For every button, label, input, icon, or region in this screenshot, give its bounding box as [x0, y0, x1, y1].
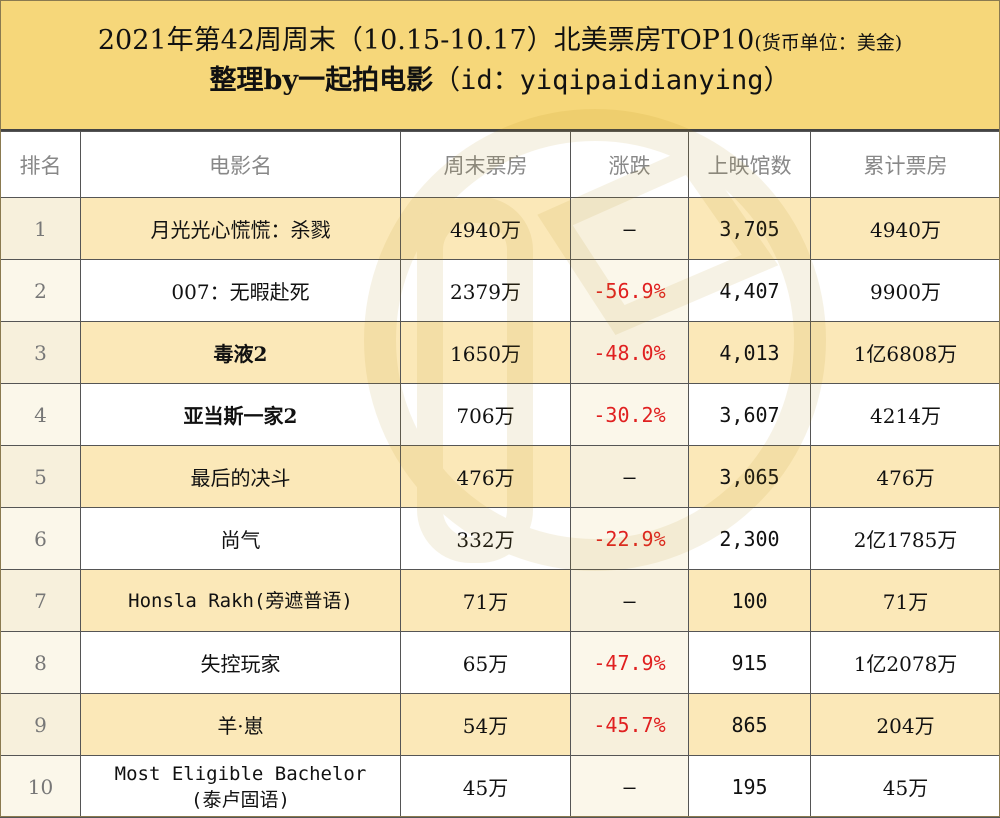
table-frame [0, 0, 1000, 817]
